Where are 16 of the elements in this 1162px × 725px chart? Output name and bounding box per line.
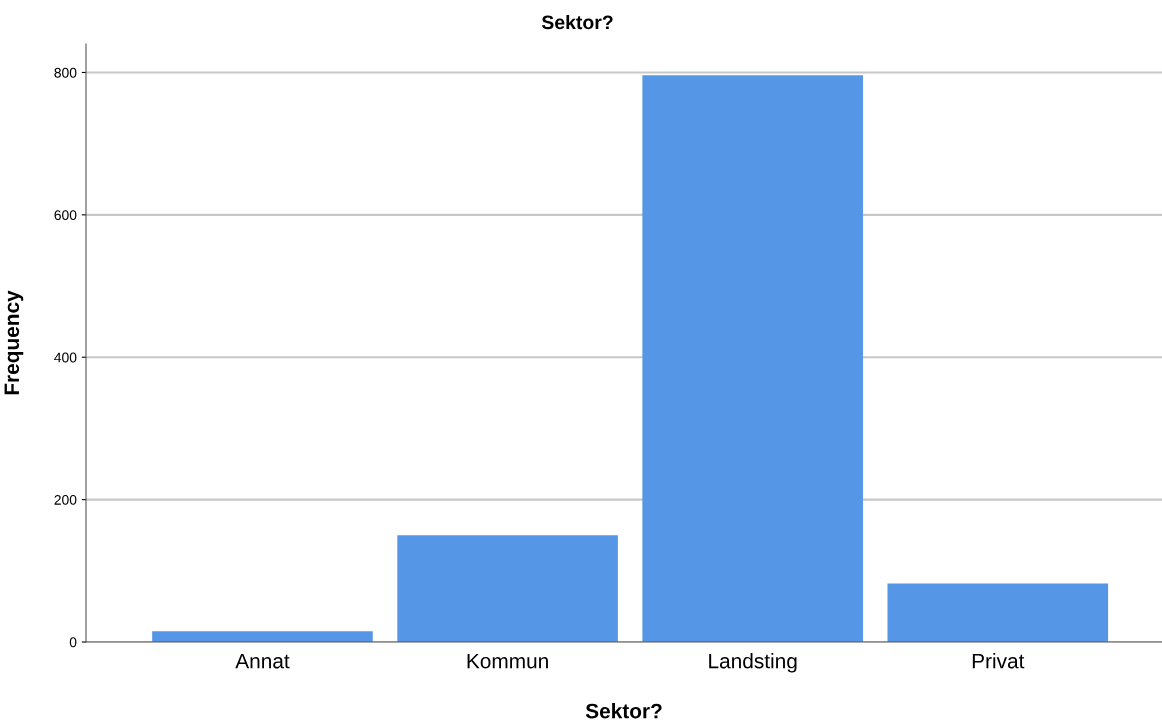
y-tick-label: 600 bbox=[54, 210, 77, 221]
y-axis-title: Frequency bbox=[4, 290, 24, 395]
x-tick-label: Landsting bbox=[709, 653, 797, 673]
x-tick-label: Annat bbox=[235, 653, 290, 669]
bar bbox=[887, 583, 1109, 642]
bar bbox=[152, 631, 373, 642]
bar bbox=[642, 75, 863, 642]
y-tick-label: 400 bbox=[54, 352, 77, 363]
y-tick-label: 800 bbox=[54, 67, 77, 78]
bar bbox=[397, 535, 618, 642]
x-tick-label: Privat bbox=[972, 653, 1025, 669]
y-tick-label: 200 bbox=[54, 494, 77, 505]
x-tick-label: Kommun bbox=[467, 653, 548, 669]
y-tick-label: 0 bbox=[69, 637, 77, 648]
x-axis-title: Sektor? bbox=[585, 703, 662, 719]
chart-title: Sektor? bbox=[541, 14, 613, 30]
